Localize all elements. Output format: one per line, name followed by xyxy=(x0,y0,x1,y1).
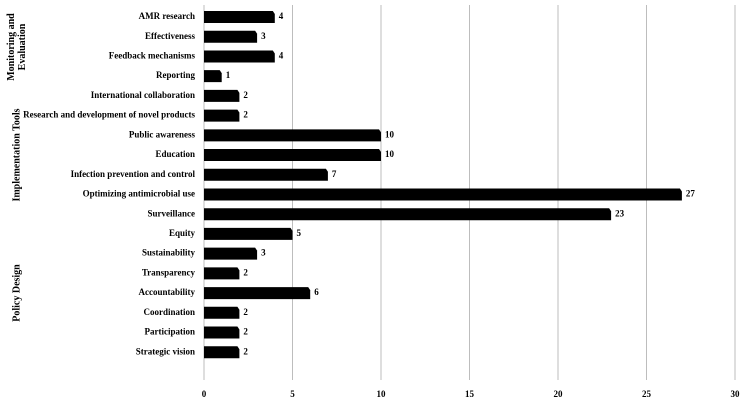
bar xyxy=(204,208,612,221)
bar xyxy=(204,247,258,260)
bar xyxy=(204,89,240,102)
y-tick-label: Public awareness xyxy=(129,129,196,139)
value-label: 4 xyxy=(279,11,284,21)
value-label: 2 xyxy=(243,267,248,277)
value-label: 7 xyxy=(332,169,337,179)
bar xyxy=(204,267,240,280)
value-label: 3 xyxy=(261,31,266,41)
group-label: Policy Design xyxy=(11,264,23,322)
bar xyxy=(204,306,240,319)
bar xyxy=(204,168,328,181)
bar xyxy=(204,287,311,300)
y-tick-label: AMR research xyxy=(139,11,195,21)
y-tick-label: Surveillance xyxy=(148,208,196,218)
value-label: 6 xyxy=(314,287,319,297)
x-tick-label: 20 xyxy=(554,389,564,399)
bar xyxy=(204,129,381,142)
bar xyxy=(204,188,682,201)
x-tick-label: 30 xyxy=(731,389,740,399)
x-tick-label: 25 xyxy=(642,389,652,399)
value-label: 2 xyxy=(243,307,248,317)
value-label: 2 xyxy=(243,346,248,356)
y-tick-label: Transparency xyxy=(142,267,196,277)
value-label: 2 xyxy=(243,90,248,100)
value-label: 4 xyxy=(279,51,284,61)
value-label: 10 xyxy=(385,149,395,159)
y-tick-label: Coordination xyxy=(143,307,195,317)
y-tick-label: International collaboration xyxy=(91,90,195,100)
bar xyxy=(204,50,275,63)
value-label: 2 xyxy=(243,327,248,337)
value-label: 27 xyxy=(686,189,696,199)
y-tick-label: Equity xyxy=(169,228,196,238)
y-tick-label: Infection prevention and control xyxy=(71,169,196,179)
y-tick-label: Optimizing antimicrobial use xyxy=(83,189,195,199)
x-tick-label: 5 xyxy=(290,389,295,399)
group-label: Monitoring and Evaluation xyxy=(6,12,28,81)
y-tick-label: Reporting xyxy=(156,70,195,80)
y-tick-label: Sustainability xyxy=(142,248,196,258)
value-label: 3 xyxy=(261,248,266,258)
y-tick-label: Effectiveness xyxy=(145,31,195,41)
y-tick-label: Participation xyxy=(145,327,196,337)
bar xyxy=(204,227,293,240)
y-tick-label: Accountability xyxy=(138,287,195,297)
bar xyxy=(204,30,258,43)
bar xyxy=(204,326,240,339)
x-tick-label: 15 xyxy=(465,389,475,399)
value-label: 1 xyxy=(226,70,231,80)
bar xyxy=(204,11,275,23)
x-tick-label: 0 xyxy=(202,389,207,399)
group-label: Implementation Tools xyxy=(11,108,23,202)
y-tick-label: Feedback mechanisms xyxy=(109,51,196,61)
y-tick-label: Research and development of novel produc… xyxy=(23,110,195,120)
y-tick-label: Strategic vision xyxy=(136,346,195,356)
value-label: 2 xyxy=(243,110,248,120)
value-label: 5 xyxy=(297,228,302,238)
x-tick-label: 10 xyxy=(377,389,387,399)
value-label: 10 xyxy=(385,129,395,139)
value-label: 23 xyxy=(615,208,625,218)
bar xyxy=(204,70,222,83)
bar xyxy=(204,109,240,122)
bar xyxy=(204,149,381,162)
bar xyxy=(204,346,240,359)
y-tick-label: Education xyxy=(155,149,195,159)
